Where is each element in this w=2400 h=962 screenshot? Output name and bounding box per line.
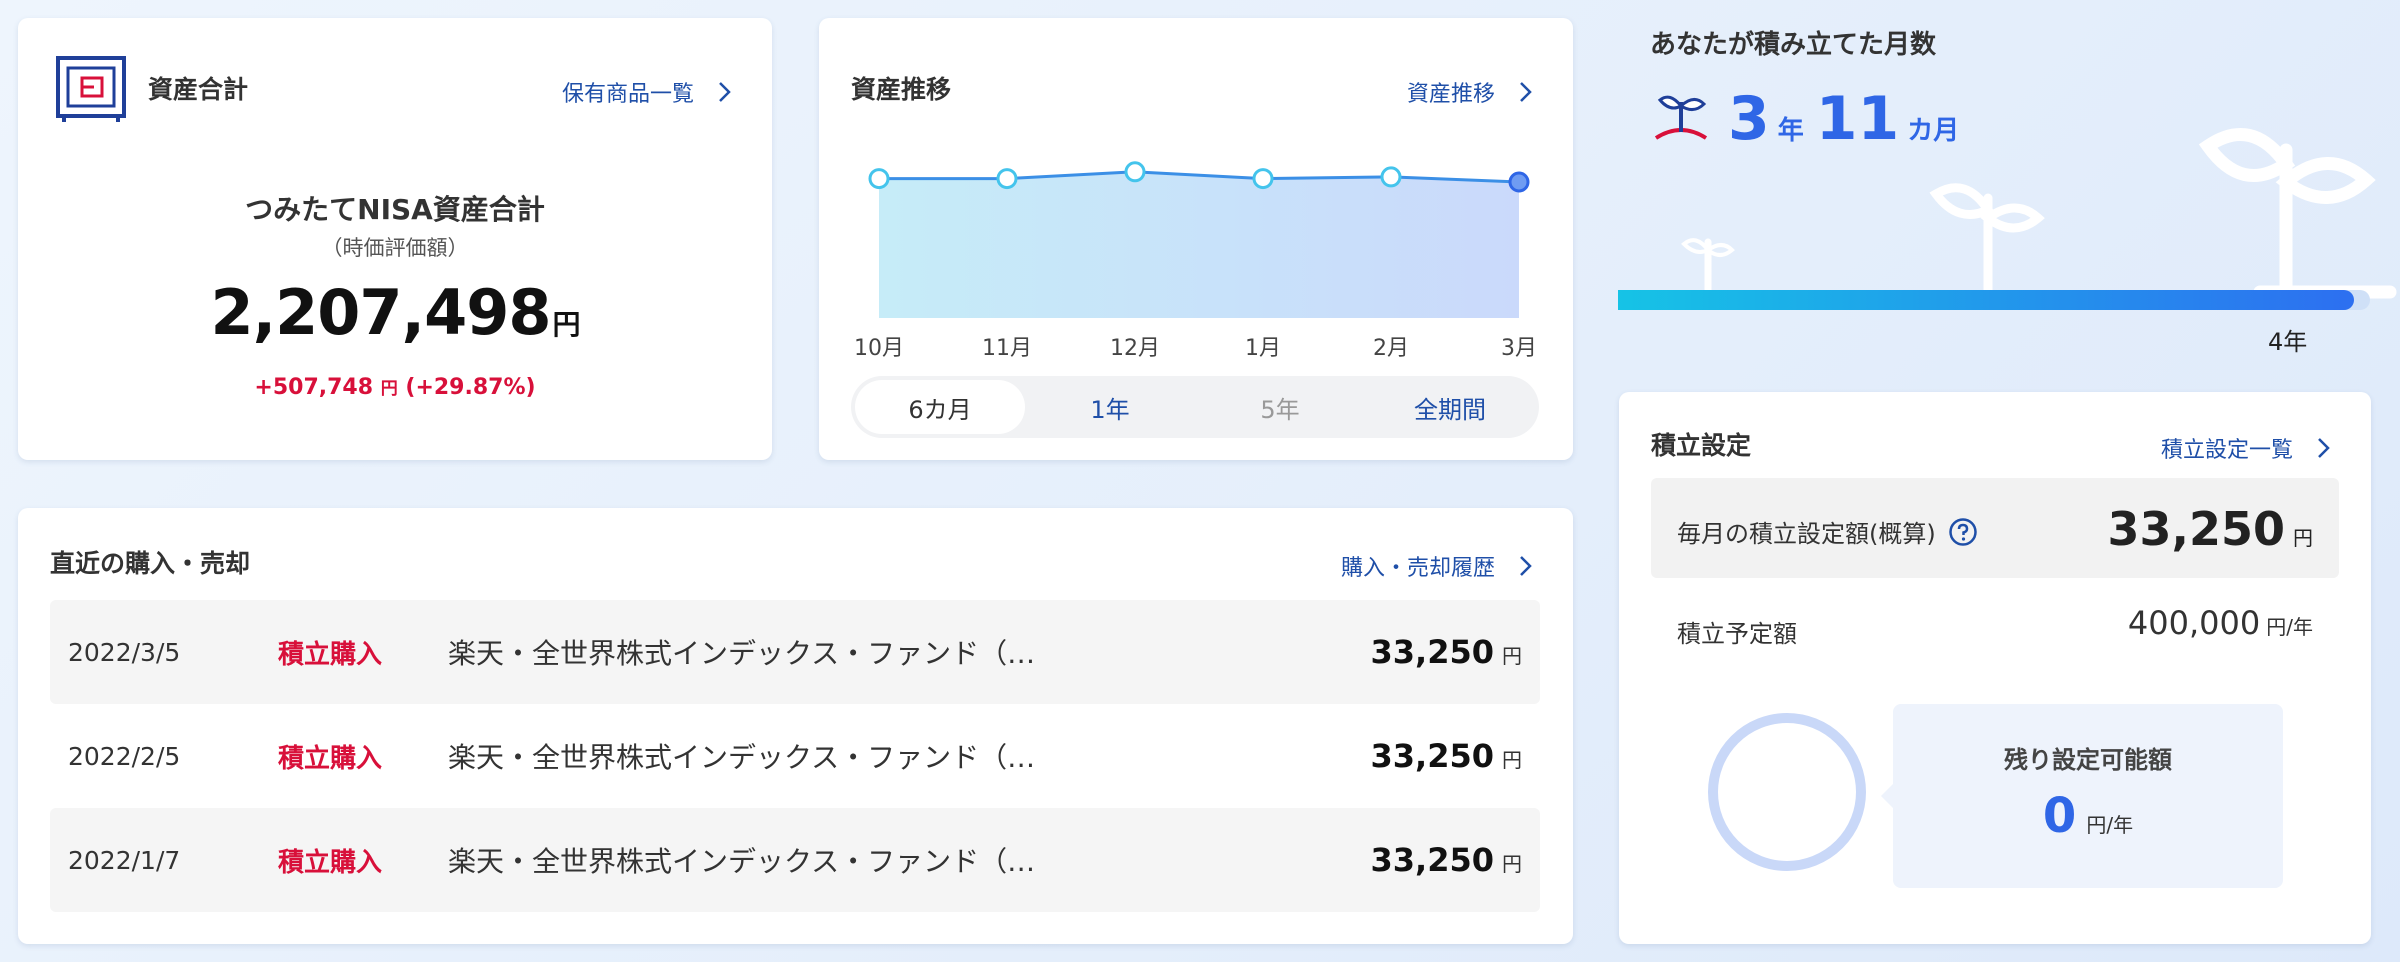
remaining-amount-unit: 円/年 [2086, 813, 2134, 837]
trade-date: 2022/2/5 [68, 741, 181, 771]
chart-x-tick-label: 11月 [982, 336, 1032, 361]
trade-fund-name: 楽天・全世界株式インデックス・ファンド（… [448, 845, 1036, 878]
trade-row[interactable]: 2022/3/5 積立購入 楽天・全世界株式インデックス・ファンド（… 33,2… [50, 600, 1540, 704]
nisa-total-value: 2,207,498円 [18, 276, 772, 349]
trade-amount-value: 33,250 [1370, 841, 1494, 879]
asset-trend-card: 資産推移 資産推移 10月 11月 12月 1月 2月 3月 6カ月 1年 5年 全期間 [819, 18, 1573, 460]
monthly-setting-amount: 33,250 円 [2107, 502, 2313, 556]
trade-history-link-label: 購入・売却履歴 [1340, 556, 1495, 581]
remaining-amount-label: 残り設定可能額 [2004, 746, 2172, 774]
nisa-total-label: つみたてNISA資産合計 [245, 193, 545, 226]
monthly-setting-label-wrap: 毎月の積立設定額(概算) [1677, 514, 1978, 549]
nisa-total-unit: 円 [552, 308, 581, 341]
remaining-amount: 0 円/年 [1893, 788, 2283, 844]
trade-amount-unit: 円 [1502, 644, 1522, 668]
period-tab-2: 5年 [1260, 395, 1300, 424]
chevron-right-icon [719, 82, 731, 102]
trade-amount: 33,250 円 [1371, 841, 1522, 879]
monthly-setting-amount-unit: 円 [2293, 526, 2313, 550]
accumulation-settings-card: 積立設定 積立設定一覧 毎月の積立設定額(概算) 33,250 円 積立予定額 4… [1619, 392, 2371, 944]
chart-point-5[interactable] [1508, 171, 1530, 193]
remaining-ring-chart [1708, 713, 1866, 871]
recent-trades-title: 直近の購入・売却 [50, 549, 251, 578]
remaining-amount-box: 残り設定可能額 0 円/年 [1881, 704, 2283, 888]
plan-amount-unit: 円/年 [2266, 615, 2313, 639]
recent-trades-card: 直近の購入・売却 購入・売却履歴 2022/3/5 積立購入 楽天・全世界株式イ… [18, 508, 1573, 944]
sprout-growth-illustration [1681, 128, 2397, 299]
plan-amount-label: 積立予定額 [1677, 620, 1797, 648]
monthly-setting-label: 毎月の積立設定額(概算) [1677, 520, 1936, 548]
trade-type: 積立購入 [278, 847, 383, 878]
trade-fund-name: 楽天・全世界株式インデックス・ファンド（… [448, 741, 1036, 774]
trade-amount-unit: 円 [1502, 852, 1522, 876]
asset-total-card: 資産合計 保有商品一覧 つみたてNISA資産合計 （時価評価額） 2,207,4… [18, 18, 772, 460]
chart-x-tick-label: 2月 [1373, 336, 1409, 361]
nisa-total-amount: 2,207,498 [210, 276, 551, 349]
monthly-setting-amount-value: 33,250 [2107, 502, 2285, 556]
chart-point-0[interactable] [868, 168, 890, 190]
safe-icon [56, 56, 126, 122]
chart-x-tick-label: 12月 [1110, 336, 1160, 361]
asset-total-title: 資産合計 [148, 75, 249, 104]
chart-area-fill [879, 171, 1519, 318]
period-selector: 6カ月 1年 5年 全期間 [851, 376, 1539, 438]
monthly-setting-box: 毎月の積立設定額(概算) 33,250 円 [1651, 478, 2339, 578]
help-icon[interactable] [1948, 517, 1978, 547]
chart-x-tick-label: 1月 [1245, 336, 1281, 361]
trade-date: 2022/1/7 [68, 845, 181, 875]
trade-type: 積立購入 [278, 639, 383, 670]
trade-amount-value: 33,250 [1370, 633, 1494, 671]
trade-row[interactable]: 2022/2/5 積立購入 楽天・全世界株式インデックス・ファンド（… 33,2… [50, 704, 1540, 808]
plan-amount: 400,000 円/年 [2128, 604, 2313, 642]
chart-series-line [879, 170, 1520, 184]
period-tab-3[interactable]: 全期間 [1414, 395, 1486, 424]
chevron-right-icon [1520, 556, 1532, 576]
chart-point-2[interactable] [1124, 161, 1146, 183]
chart-x-tick-label: 3月 [1501, 336, 1537, 361]
months-years-unit: 年 [1777, 116, 1804, 146]
asset-trend-title: 資産推移 [851, 75, 952, 104]
chevron-right-icon [2318, 438, 2330, 458]
months-title: あなたが積み立てた月数 [1650, 30, 1937, 60]
settings-list-link-label: 積立設定一覧 [2160, 438, 2293, 463]
months-months: 11 [1815, 84, 1900, 154]
trade-amount: 33,250 円 [1371, 737, 1522, 775]
plan-amount-value: 400,000 [2127, 604, 2261, 642]
settings-title: 積立設定 [1651, 431, 1752, 460]
nisa-gain-amount: +507,748 [254, 375, 374, 400]
period-tab-0[interactable]: 6カ月 [855, 380, 1025, 434]
trade-fund-name: 楽天・全世界株式インデックス・ファンド（… [448, 637, 1036, 670]
trade-type: 積立購入 [278, 743, 383, 774]
trade-amount: 33,250 円 [1371, 633, 1522, 671]
period-tab-1[interactable]: 1年 [1090, 395, 1130, 424]
nisa-gain: +507,748 円 (+29.87%) [18, 374, 772, 400]
remaining-amount-value: 0 [2042, 788, 2077, 844]
trade-history-link[interactable]: 購入・売却履歴 [1341, 550, 1537, 582]
asset-trend-link[interactable]: 資産推移 [1407, 76, 1537, 108]
months-value: 3 年 11 カ月 [1728, 84, 1971, 154]
sprout-icon [1654, 95, 1708, 140]
months-progress-fill [1618, 290, 2355, 310]
months-progress-end-label: 4年 [2268, 328, 2308, 356]
trade-row[interactable]: 2022/1/7 積立購入 楽天・全世界株式インデックス・ファンド（… 33,2… [50, 808, 1540, 912]
nisa-total-sublabel: （時価評価額） [321, 236, 469, 260]
asset-trend-link-label: 資産推移 [1406, 82, 1495, 107]
months-months-unit: カ月 [1907, 116, 1960, 146]
nisa-gain-unit: 円 [380, 379, 398, 399]
holdings-list-link-label: 保有商品一覧 [561, 82, 694, 107]
holdings-list-link[interactable]: 保有商品一覧 [562, 76, 736, 108]
chart-point-4[interactable] [1380, 166, 1402, 188]
chart-point-3[interactable] [1252, 168, 1274, 190]
trade-date: 2022/3/5 [68, 637, 181, 667]
trade-amount-unit: 円 [1502, 748, 1522, 772]
chart-point-1[interactable] [996, 168, 1018, 190]
nisa-gain-percent: (+29.87%) [405, 375, 536, 400]
chevron-right-icon [1520, 82, 1532, 102]
trade-amount-value: 33,250 [1370, 737, 1494, 775]
settings-list-link[interactable]: 積立設定一覧 [2161, 432, 2335, 464]
months-years: 3 [1728, 84, 1770, 154]
asset-trend-chart: 10月 11月 12月 1月 2月 3月 [854, 161, 1537, 361]
months-progress-bar [1618, 290, 2370, 310]
chart-x-tick-label: 10月 [854, 336, 904, 361]
